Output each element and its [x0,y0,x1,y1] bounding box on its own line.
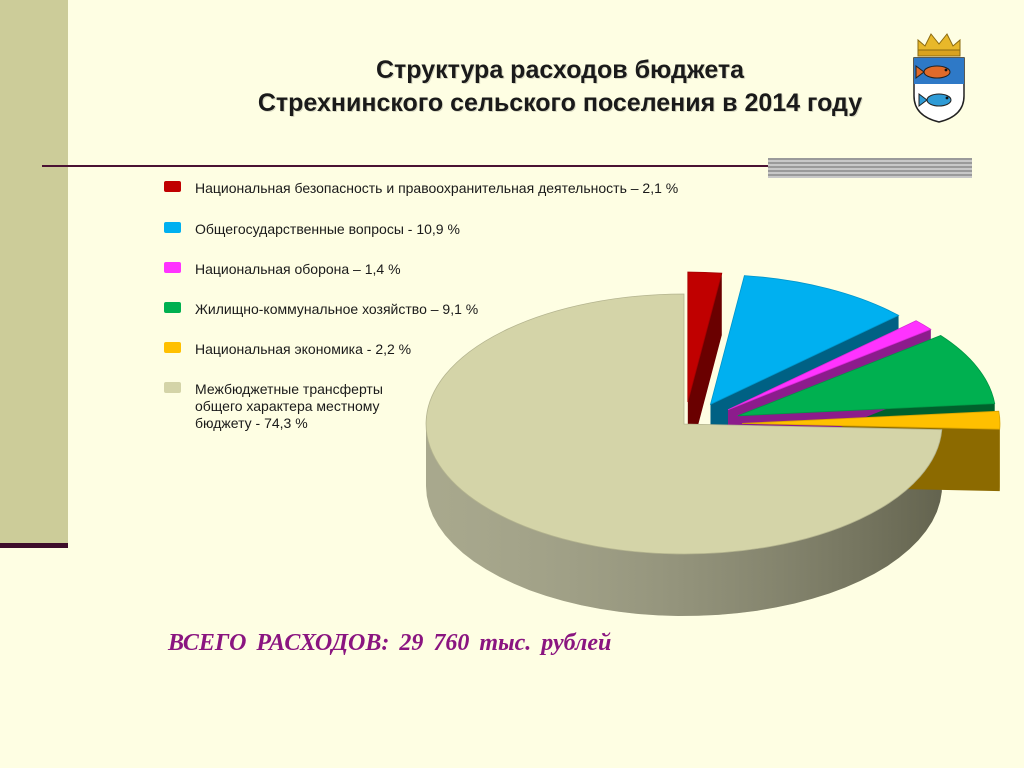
legend-swatch [164,342,181,353]
legend-label: Национальная экономика - 2,2 % [195,341,412,357]
pie-slice-4 [741,410,1001,430]
header-rule [42,165,972,167]
pie-slice-5 [425,293,943,555]
pie-slice-1 [709,275,900,406]
legend-swatch [164,222,181,233]
header-stripe-band [768,158,972,178]
pie-slice-side [687,273,722,465]
pie-slice-side [426,424,942,616]
pie-slice-0 [687,271,723,403]
legend-label: Национальная оборона – 1,4 % [195,261,401,277]
legend-label: Национальная безопасность и правоохранит… [195,180,679,196]
left-decor-rule [0,543,68,548]
slide-title-line-2: Стрехнинского сельского поселения в 2014… [257,89,863,117]
pie-slice-wall-shade [426,424,942,616]
pie-slice-cut [687,273,722,465]
legend-label: Межбюджетные трансферты общего характера… [195,381,383,431]
legend-label: Жилищно-коммунальное хозяйство – 9,1 % [195,301,479,317]
fish-icon [915,65,951,79]
crown-icon [917,33,961,57]
legend-swatch [164,262,181,273]
coat-of-arms-icon [913,33,965,123]
pie-slice-3 [737,335,996,417]
legend-swatch [164,382,181,393]
legend-swatch [164,181,181,192]
fish-icon-lower [918,93,952,107]
left-decor-band [0,0,68,543]
total-expenses: ВСЕГО РАСХОДОВ: 29 760 тыс. рублей [168,630,612,656]
legend-label: Общегосударственные вопросы - 10,9 % [195,221,460,237]
slide-title: Структура расходов бюджета Стрехнинского… [150,54,970,120]
pie-slice-2 [727,320,932,411]
slide-title-line-1: Структура расходов бюджета [375,56,745,84]
legend-swatch [164,302,181,313]
